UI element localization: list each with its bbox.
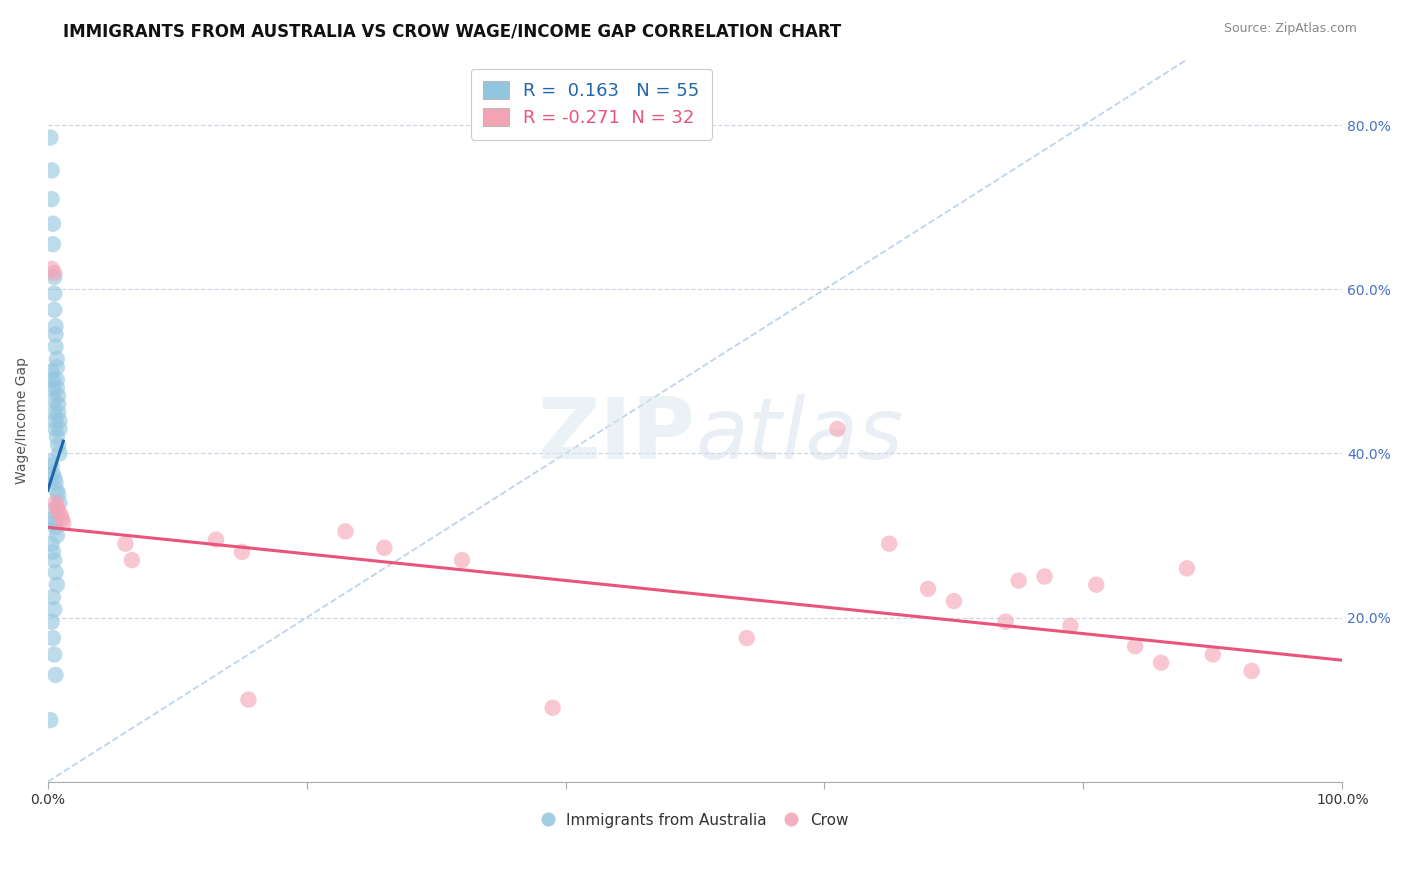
Point [44, 496, 66, 510]
Point [46, 438, 69, 452]
Point [49, 508, 72, 522]
Point [45, 373, 67, 387]
Point [41, 537, 63, 551]
Point [39, 713, 62, 727]
Point [48, 422, 70, 436]
Point [44, 393, 66, 408]
Point [42, 631, 65, 645]
Point [451, 553, 474, 567]
Point [44, 475, 66, 490]
Point [44, 286, 66, 301]
Point [48, 496, 70, 510]
Point [46, 397, 69, 411]
Point [45, 352, 67, 367]
Point [44, 266, 66, 280]
Point [44, 405, 66, 419]
Point [44, 668, 66, 682]
Point [45, 430, 67, 444]
Point [44, 566, 66, 580]
Point [41, 504, 63, 518]
Point [942, 594, 965, 608]
Point [46, 487, 69, 501]
Point [1202, 648, 1225, 662]
Point [41, 615, 63, 629]
Point [44, 270, 66, 285]
Point [1123, 640, 1146, 654]
Point [45, 381, 67, 395]
Point [44, 302, 66, 317]
Point [42, 373, 65, 387]
Point [1033, 569, 1056, 583]
Point [42, 590, 65, 604]
Point [45, 500, 67, 514]
Point [46, 504, 69, 518]
Point [41, 261, 63, 276]
Point [335, 524, 357, 539]
Y-axis label: Wage/Income Gap: Wage/Income Gap [15, 357, 30, 484]
Point [44, 414, 66, 428]
Point [1175, 561, 1198, 575]
Point [42, 237, 65, 252]
Point [41, 163, 63, 178]
Point [42, 467, 65, 481]
Point [46, 405, 69, 419]
Text: atlas: atlas [695, 393, 903, 476]
Point [1059, 619, 1081, 633]
Point [1150, 656, 1173, 670]
Point [44, 471, 66, 485]
Point [44, 319, 66, 334]
Point [121, 553, 143, 567]
Point [39, 455, 62, 469]
Point [1240, 664, 1263, 678]
Point [1085, 578, 1108, 592]
Point [48, 446, 70, 460]
Point [46, 389, 69, 403]
Point [114, 537, 136, 551]
Point [373, 541, 395, 555]
Point [45, 360, 67, 375]
Point [541, 701, 564, 715]
Point [205, 533, 228, 547]
Point [1007, 574, 1029, 588]
Text: IMMIGRANTS FROM AUSTRALIA VS CROW WAGE/INCOME GAP CORRELATION CHART: IMMIGRANTS FROM AUSTRALIA VS CROW WAGE/I… [63, 22, 842, 40]
Point [827, 422, 849, 436]
Point [52, 516, 75, 531]
Point [44, 422, 66, 436]
Point [41, 364, 63, 378]
Point [42, 381, 65, 395]
Point [51, 512, 73, 526]
Point [231, 545, 253, 559]
Point [45, 483, 67, 498]
Point [44, 602, 66, 616]
Point [238, 692, 260, 706]
Point [48, 414, 70, 428]
Point [917, 582, 939, 596]
Point [42, 545, 65, 559]
Point [44, 340, 66, 354]
Point [41, 192, 63, 206]
Point [41, 458, 63, 473]
Text: Source: ZipAtlas.com: Source: ZipAtlas.com [1223, 22, 1357, 36]
Point [39, 130, 62, 145]
Point [42, 512, 65, 526]
Point [44, 327, 66, 342]
Legend: Immigrants from Australia, Crow: Immigrants from Australia, Crow [534, 805, 856, 836]
Point [44, 520, 66, 534]
Point [994, 615, 1017, 629]
Point [45, 578, 67, 592]
Point [44, 553, 66, 567]
Point [42, 217, 65, 231]
Point [44, 516, 66, 531]
Point [45, 528, 67, 542]
Point [44, 648, 66, 662]
Point [877, 537, 900, 551]
Text: ZIP: ZIP [537, 393, 695, 476]
Point [735, 631, 758, 645]
